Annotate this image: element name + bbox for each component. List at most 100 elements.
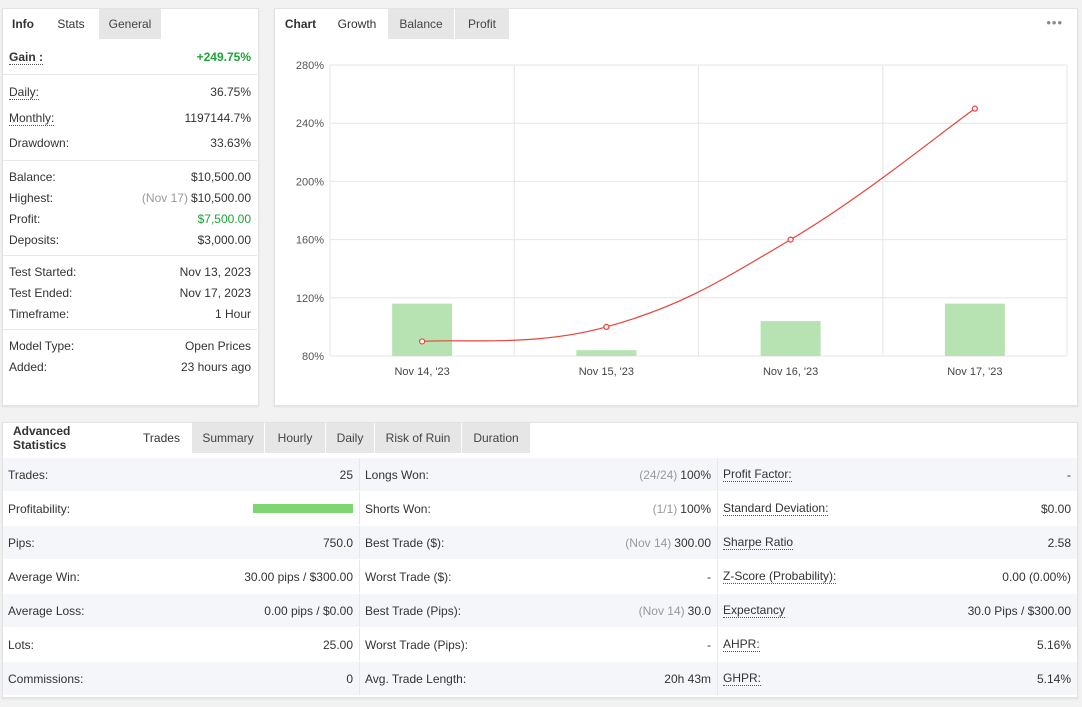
expectancy-label[interactable]: Expectancy [723,603,786,618]
y-tick-label: 80% [302,351,324,363]
tab-profit[interactable]: Profit [455,9,510,39]
profit-value: $7,500.00 [197,211,251,226]
test-ended-label: Test Ended: [9,285,73,300]
tab-stats[interactable]: Stats [44,9,99,39]
best-trade-pips-label: Best Trade (Pips): [365,603,462,618]
deposits-label: Deposits: [9,232,60,247]
table-row: Commissions: 0 Avg. Trade Length: 20h 43m … [3,661,1077,695]
ghpr-value: 5.14% [1036,671,1071,686]
average-loss-label: Average Loss: [8,603,85,618]
test-started-label: Test Started: [9,264,77,279]
tab-balance[interactable]: Balance [388,9,455,39]
tab-growth[interactable]: Growth [327,9,388,39]
tab-hourly[interactable]: Hourly [265,423,326,453]
gain-label[interactable]: Gain : [9,49,44,65]
ghpr-label[interactable]: GHPR: [723,671,762,686]
test-started-row: Test Started: Nov 13, 2023 [9,261,251,282]
worst-trade-pips-label: Worst Trade (Pips): [365,637,469,652]
highest-value: $10,500.00 [190,190,251,205]
data-point [603,323,610,330]
best-trade-usd-label: Best Trade ($): [365,535,445,550]
divider [3,255,257,256]
sharpe-ratio-label[interactable]: Sharpe Ratio [723,535,794,550]
standard-deviation-label[interactable]: Standard Deviation: [723,501,829,516]
average-win-value: 30.00 pips / $300.00 [244,569,353,584]
y-tick-label: 280% [296,60,324,72]
advanced-table: Trades: 25 Longs Won: (24/24) 100% Profit F… [3,457,1077,695]
x-tick-label: Nov 16, '23 [763,366,818,378]
growth-chart: 80% 120% 160% 200% 240% 280% Nov 14, '23 Nov 15… [296,60,1068,378]
balance-row: Balance: $10,500.00 [9,166,251,187]
data-point [787,236,794,243]
shorts-won-count: (1/1) [652,501,678,516]
test-ended-row: Test Ended: Nov 17, 2023 [9,282,251,303]
advanced-statistics-panel: Advanced Statistics Trades Summary Hourl… [2,422,1078,698]
tab-advanced-statistics[interactable]: Advanced Statistics [3,423,132,453]
tab-general[interactable]: General [99,9,162,39]
info-tabs: Info Stats General [3,9,258,39]
drawdown-label: Drawdown: [9,136,70,150]
trades-value: 25 [339,467,353,482]
bar [576,350,637,356]
monthly-value: 1197144.7% [184,111,251,125]
table-row: Profitability: Shorts Won: (1/1) 100% Stan… [3,491,1077,525]
profitability-bar [253,504,353,513]
worst-trade-pips-value: - [707,637,711,652]
tab-trades[interactable]: Trades [132,423,192,453]
chart-menu-icon[interactable]: ••• [1046,15,1063,30]
tab-risk-of-ruin[interactable]: Risk of Ruin [375,423,462,453]
pips-label: Pips: [8,535,35,550]
x-tick-label: Nov 14, '23 [394,366,449,378]
timeframe-value: 1 Hour [214,306,251,321]
ahpr-label[interactable]: AHPR: [723,637,760,652]
best-trade-usd-value: 300.00 [674,535,711,550]
divider [3,329,257,330]
divider [3,74,257,75]
standard-deviation-value: $0.00 [1040,501,1071,516]
profit-factor-label[interactable]: Profit Factor: [723,467,792,482]
best-trade-usd-date: (Nov 14) [625,535,672,550]
balance-value: $10,500.00 [190,169,251,184]
best-trade-pips-date: (Nov 14) [638,603,685,618]
avg-trade-length-label: Avg. Trade Length: [365,671,467,686]
longs-won-label: Longs Won: [365,467,429,482]
y-tick-label: 120% [296,293,324,305]
table-row: Trades: 25 Longs Won: (24/24) 100% Profit F… [3,457,1077,491]
highest-date: (Nov 17) [141,190,188,205]
tab-summary[interactable]: Summary [192,423,265,453]
longs-won-count: (24/24) [639,467,678,482]
table-row: Lots: 25.00 Worst Trade (Pips): - AHPR: 5.1… [3,627,1077,661]
commissions-value: 0 [346,671,353,686]
daily-value: 36.75% [210,85,251,99]
longs-won-value: 100% [680,467,711,482]
model-type-value: Open Prices [184,338,251,353]
deposits-row: Deposits: $3,000.00 [9,229,251,250]
added-value: 23 hours ago [180,359,251,374]
z-score-value: 0.00 (0.00%) [1002,569,1071,584]
data-point [971,105,978,112]
monthly-label[interactable]: Monthly: [9,110,55,126]
tab-chart[interactable]: Chart [275,9,327,39]
gain-row: Gain : +249.75% [9,42,251,72]
deposits-value: $3,000.00 [197,232,251,247]
tab-duration[interactable]: Duration [462,423,531,453]
avg-trade-length-value: 20h 43m [664,671,711,686]
highest-row: Highest: (Nov 17) $10,500.00 [9,187,251,208]
tab-info[interactable]: Info [3,9,44,39]
chart-tabs: Chart Growth Balance Profit [275,9,1077,39]
gain-value: +249.75% [196,50,251,64]
x-tick-label: Nov 15, '23 [579,366,634,378]
y-tick-label: 160% [296,235,324,247]
added-label: Added: [9,359,48,374]
table-row: Average Loss: 0.00 pips / $0.00 Best Trad… [3,593,1077,627]
added-row: Added: 23 hours ago [9,356,251,377]
model-type-label: Model Type: [9,338,75,353]
bar [760,321,821,356]
ahpr-value: 5.16% [1036,637,1071,652]
tab-daily[interactable]: Daily [326,423,375,453]
chart-panel: Chart Growth Balance Profit ••• 80% 120% 1… [274,8,1078,406]
advanced-tabs: Advanced Statistics Trades Summary Hourl… [3,423,1077,453]
growth-line [422,108,976,343]
z-score-label[interactable]: Z-Score (Probability): [723,569,837,584]
daily-label[interactable]: Daily: [9,84,40,100]
